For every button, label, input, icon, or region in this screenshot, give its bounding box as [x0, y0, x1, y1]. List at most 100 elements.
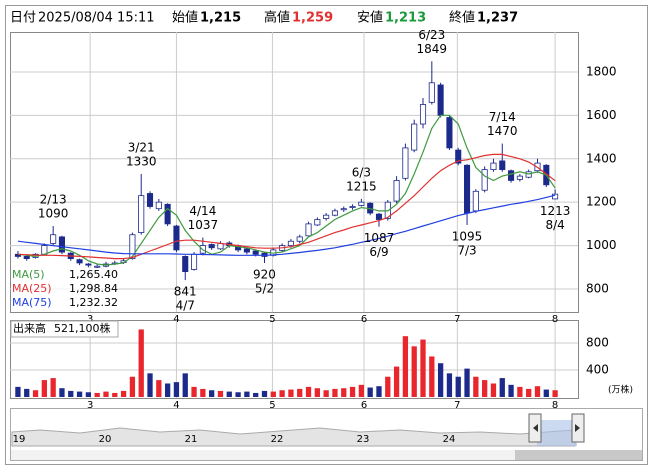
candle-body: [393, 180, 400, 202]
candle-body: [375, 213, 383, 220]
volume-bar: [41, 380, 47, 397]
volume-bar: [112, 392, 118, 397]
header-close: 1,237: [477, 11, 518, 26]
volume-bar: [94, 392, 100, 397]
navigator-label: 22: [271, 434, 284, 445]
ma-line: [17, 114, 556, 266]
annotation-date: 4/14: [189, 204, 216, 218]
volume-bar: [490, 383, 497, 397]
annotation-date: 6/3: [352, 165, 371, 179]
y-tick-label: 1200: [586, 195, 617, 209]
candle-body: [85, 263, 92, 266]
x-tick-label: 6: [361, 314, 367, 325]
volume-bar: [455, 376, 461, 397]
header-label: 高値: [264, 10, 290, 26]
legend-value: 1,232.32: [69, 296, 118, 309]
ma-line: [17, 194, 556, 256]
volume-bar: [385, 376, 391, 397]
header-label: 始値: [172, 10, 198, 26]
volume-bar: [270, 391, 276, 397]
legend-name: MA(75): [12, 296, 52, 309]
volume-bar: [314, 388, 320, 397]
x-tick-label: 4: [173, 400, 179, 411]
x-tick-label: 8: [552, 314, 558, 325]
volume-bar: [129, 376, 136, 397]
volume-bar: [534, 386, 541, 397]
annotation-value: 1470: [487, 124, 518, 138]
header-high: 1,259: [292, 11, 333, 26]
volume-bar: [235, 392, 241, 397]
scroll-thumb[interactable]: [515, 450, 642, 460]
header-label: 終値: [449, 10, 475, 26]
ma-line: [17, 153, 556, 260]
volume-bar: [437, 363, 444, 397]
candle-body: [331, 210, 338, 216]
y-tick-label: 400: [586, 362, 609, 376]
volume-bar: [244, 391, 250, 397]
volume-bar: [217, 390, 224, 397]
candle-body: [516, 175, 523, 180]
legend-box: [11, 268, 118, 310]
annotation-date: 4/7: [176, 299, 195, 313]
candle-body: [446, 117, 453, 149]
annotation-date: 5/2: [255, 281, 274, 295]
volume-bar: [402, 336, 409, 397]
volume-bar: [156, 380, 162, 397]
navigator-label: 21: [185, 434, 198, 445]
volume-bar: [517, 386, 523, 397]
frame: [5, 5, 648, 465]
legend-name: MA(25): [12, 282, 52, 295]
x-tick-label: 3: [87, 314, 93, 325]
volume-bar: [279, 390, 285, 397]
volume-title: 出来高: [13, 321, 46, 335]
candle-body: [437, 84, 444, 116]
candle-body: [402, 147, 409, 179]
candle-body: [490, 162, 497, 171]
candle-body: [94, 265, 101, 268]
candle-body: [428, 82, 435, 103]
candle-body: [472, 190, 479, 212]
annotation-date: 3/21: [128, 140, 155, 154]
volume-bar: [200, 388, 206, 397]
annotation-value: 1849: [417, 42, 448, 56]
candle-body: [58, 236, 65, 253]
annotation-value: 1037: [188, 218, 219, 232]
annotation-date: 6/23: [418, 28, 445, 42]
price-panel: [10, 32, 579, 313]
annotation-date: 6/9: [369, 245, 388, 259]
volume-bar: [393, 366, 400, 397]
handle-arrows: [533, 424, 580, 432]
candle-body: [208, 244, 215, 249]
scrollbar[interactable]: [11, 450, 642, 460]
candle-body: [173, 225, 180, 251]
volume-bar: [209, 390, 215, 397]
x-tick-label: 3: [87, 400, 93, 411]
volume-bar: [32, 390, 39, 397]
candle-body: [358, 201, 365, 206]
x-tick-label: 7: [454, 400, 460, 411]
annotation-value: 1087: [364, 231, 395, 245]
annotation-value: 1213: [540, 204, 571, 218]
annotation-value: 1095: [452, 229, 483, 243]
candle-body: [499, 160, 506, 171]
volume-bar: [305, 386, 312, 397]
volume-bar: [552, 390, 558, 397]
candle-body: [340, 208, 347, 211]
candle-body: [138, 195, 145, 233]
header-label: 安値: [357, 10, 383, 26]
volume-bar: [85, 392, 92, 397]
annotation-date: 2/13: [40, 193, 67, 207]
legend-name: MA(5): [12, 268, 45, 281]
candle-body: [481, 169, 488, 191]
volume-bar: [138, 329, 144, 397]
volume-bar: [120, 390, 127, 397]
volume-bar: [182, 373, 188, 397]
volume-bar: [68, 390, 74, 397]
volume-bar: [482, 380, 488, 397]
volume-bar: [288, 389, 294, 397]
legend-value: 1,298.84: [69, 282, 118, 295]
navigator-label: 20: [99, 434, 112, 445]
volume-bar: [526, 388, 532, 397]
volume-bar: [226, 391, 232, 397]
